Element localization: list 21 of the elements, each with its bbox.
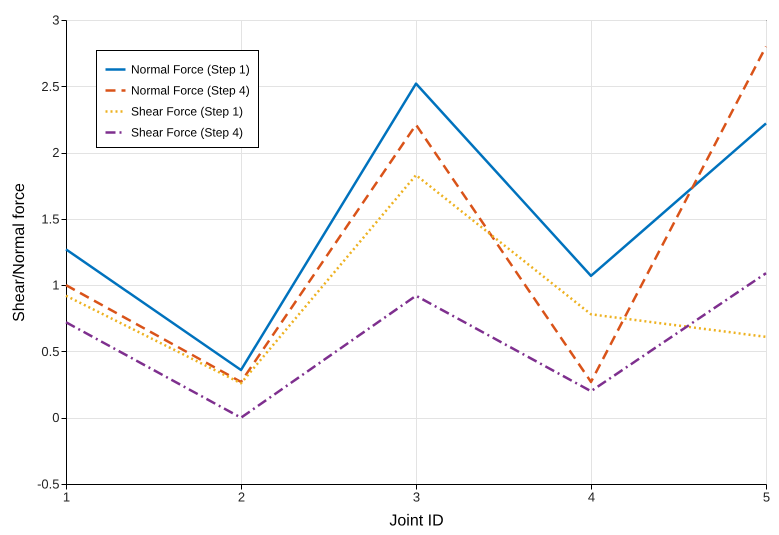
- y-tick-label: 3: [52, 12, 60, 28]
- legend-label: Shear Force (Step 4): [131, 126, 244, 140]
- x-tick-label: 1: [62, 490, 70, 504]
- x-tick-label: 5: [762, 490, 770, 504]
- y-tick-label: 1.5: [41, 211, 60, 226]
- legend-label: Shear Force (Step 1): [131, 104, 244, 118]
- line-series: [64, 174, 768, 384]
- y-tick-label: 2: [52, 145, 60, 160]
- x-tick-label: 2: [238, 490, 246, 504]
- y-tick-label: 1: [52, 278, 60, 293]
- legend-label: Normal Force (Step 1): [131, 62, 250, 76]
- legend-label: Normal Force (Step 4): [131, 84, 250, 98]
- x-axis-title: Joint ID: [389, 512, 444, 530]
- y-tick-label: 0.5: [41, 344, 60, 359]
- line-series: [64, 272, 768, 419]
- x-tick-label: 3: [412, 490, 420, 504]
- y-axis-title: Shear/Normal force: [11, 183, 28, 322]
- x-tick-label: 4: [588, 490, 596, 504]
- y-tick-label: 2.5: [41, 78, 60, 94]
- y-tick-label: 0: [52, 410, 60, 426]
- y-tick-label: -0.5: [37, 476, 60, 492]
